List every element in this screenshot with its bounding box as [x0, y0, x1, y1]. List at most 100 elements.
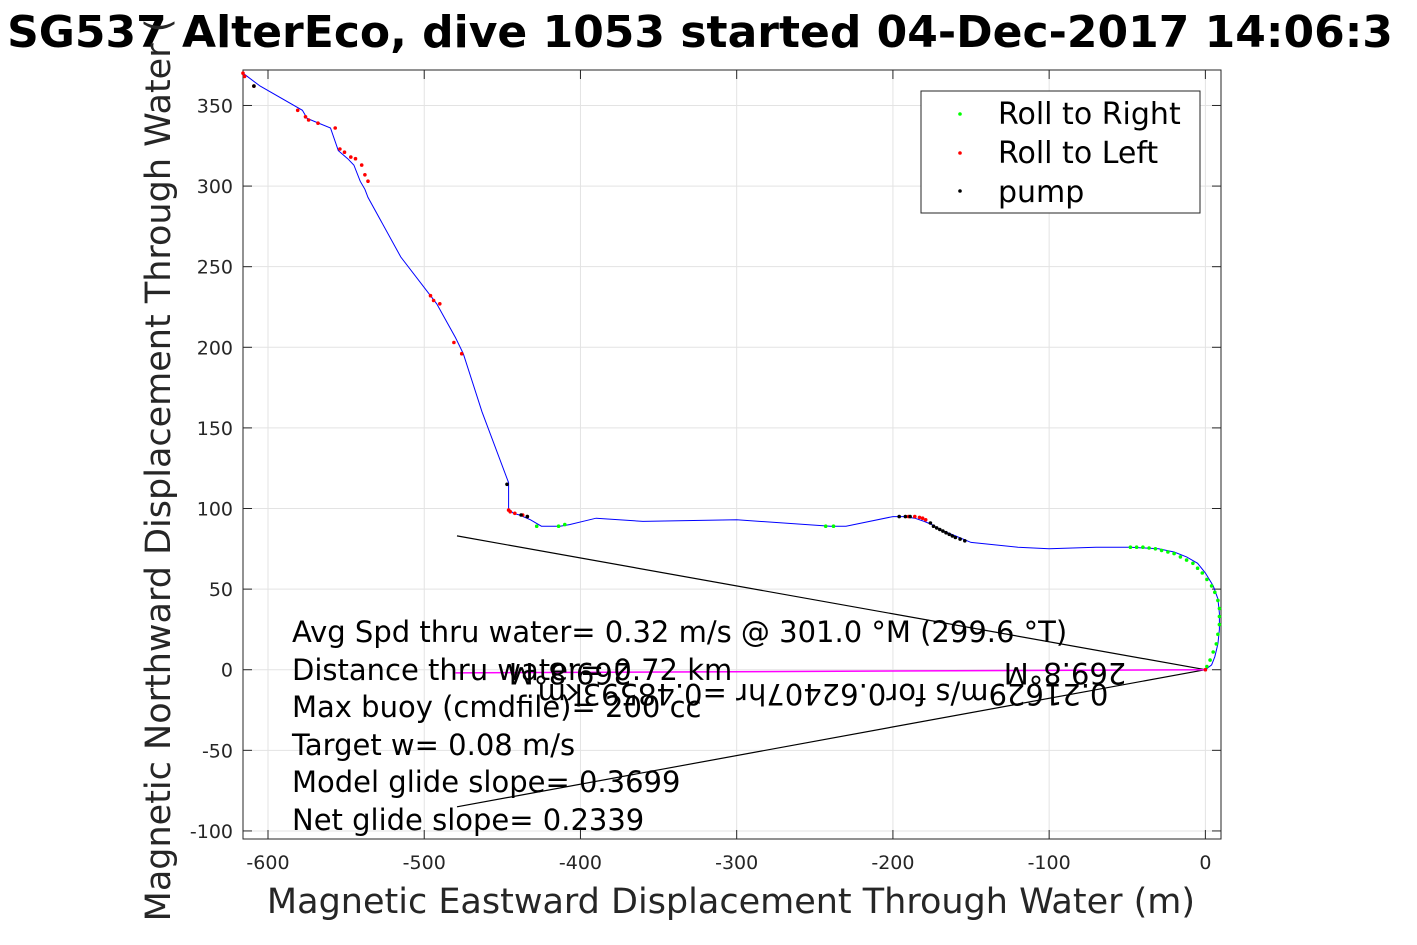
- roll-left-point: [513, 511, 517, 516]
- y-tick-label: 300: [197, 176, 233, 198]
- y-tick-labels: -100 -50 0 50 100 150 200 250 300 350: [190, 95, 233, 842]
- roll-right-point: [1200, 571, 1205, 575]
- roll-left-point: [923, 518, 928, 522]
- roll-right-point: [1205, 577, 1209, 582]
- y-tick-label: 50: [209, 579, 233, 601]
- roll-left-point: [242, 74, 247, 79]
- legend-label-pump: pump: [998, 175, 1084, 210]
- y-tick-label: 250: [197, 257, 233, 279]
- roll-right-point: [1217, 622, 1222, 627]
- pump-point: [252, 84, 256, 88]
- annotation-distance: Distance thru water= 0.72 km: [292, 653, 732, 687]
- flipped-speed-text: 0.21629m/s for0.62407hr =0.48593km: [538, 677, 1109, 711]
- roll-right-point: [1211, 650, 1215, 654]
- roll-left-point: [333, 126, 338, 130]
- roll-left-point: [913, 514, 917, 519]
- pump-point: [958, 537, 962, 541]
- roll-left-point: [920, 516, 925, 520]
- y-tick-label: -50: [202, 740, 233, 762]
- pump-point: [950, 534, 955, 538]
- pump-point: [938, 527, 942, 532]
- roll-right-point: [1216, 598, 1220, 603]
- x-tick-labels: -600 -500 -400 -300 -200 -100 0: [246, 852, 1211, 874]
- roll-right-point: [831, 524, 836, 528]
- x-axis-label: Magnetic Eastward Displacement Through W…: [267, 882, 1195, 922]
- axis-ticks: [243, 70, 1221, 839]
- pump-point: [519, 513, 523, 517]
- plot-area-frame: [242, 69, 1222, 840]
- legend-marker-pump: [958, 189, 962, 193]
- roll-right-point: [1147, 546, 1151, 550]
- roll-right-point: [1191, 561, 1195, 566]
- annotation-avg-speed: Avg Spd thru water= 0.32 m/s @ 301.0 °M …: [292, 615, 1067, 649]
- annotation-model-glide: Model glide slope= 0.3699: [292, 765, 680, 799]
- roll-left-point: [363, 173, 367, 177]
- pump-point: [941, 529, 945, 533]
- y-tick-label: 100: [197, 499, 233, 521]
- roll-left-point: [303, 115, 308, 119]
- y-tick-label: 150: [197, 418, 233, 440]
- roll-left-point: [241, 71, 245, 75]
- pump-point: [934, 526, 939, 530]
- track-line: [242, 72, 1220, 671]
- roll-left-point: [349, 155, 353, 159]
- roll-right-point: [1217, 606, 1222, 611]
- pump-point: [525, 514, 530, 519]
- roll-left-point: [508, 509, 512, 514]
- chart-title: SG537 AlterEco, dive 1053 started 04-Dec…: [7, 7, 1393, 58]
- roll-left-point: [428, 293, 433, 298]
- roll-right-point: [1141, 545, 1145, 549]
- y-tick-label: -100: [190, 821, 233, 843]
- legend-marker-roll-right: [958, 112, 962, 116]
- flipped-annotations: 269.8°M 269.8°M 0.21629m/s for0.62407hr …: [509, 656, 1127, 711]
- roll-left-point: [431, 298, 436, 303]
- pump-point: [908, 514, 912, 519]
- roll-right-point: [1217, 614, 1222, 619]
- pump-point: [903, 514, 908, 519]
- y-tick-label: 0: [221, 660, 233, 682]
- roll-right-point: [563, 522, 567, 527]
- x-tick-label: -400: [559, 852, 602, 874]
- annotation-net-glide: Net glide slope= 0.2339: [292, 803, 644, 837]
- x-tick-label: -600: [246, 852, 289, 874]
- annotation-target-w: Target w= 0.08 m/s: [291, 728, 575, 762]
- roll-right-point: [556, 524, 561, 528]
- x-tick-label: 0: [1199, 852, 1211, 874]
- roll-left-point: [338, 147, 342, 151]
- roll-left-point: [306, 118, 311, 122]
- roll-right-point: [1153, 547, 1158, 551]
- pump-point: [505, 482, 509, 487]
- roll-right-point: [1166, 550, 1170, 554]
- roll-right-point: [1216, 632, 1220, 637]
- roll-right-point: [1134, 545, 1139, 549]
- pump-point: [947, 532, 951, 537]
- guide-line: [456, 535, 1206, 671]
- x-tick-label: -200: [871, 852, 914, 874]
- pump-point: [944, 530, 948, 535]
- roll-left-point: [438, 302, 442, 306]
- roll-right-point: [1172, 551, 1176, 556]
- roll-right-point: [1209, 584, 1214, 588]
- pump-point: [953, 535, 958, 540]
- roll-right-point: [1195, 566, 1200, 570]
- roll-right-point: [1128, 545, 1133, 549]
- flipped-heading-left: 269.8°M: [509, 656, 632, 690]
- y-axis-label: Magnetic Northward Displacement Through …: [139, 19, 179, 922]
- roll-right-point: [1205, 664, 1209, 669]
- roll-left-point: [452, 340, 456, 345]
- annotation-max-buoy: Max buoy (cmdfile)= 200 cc: [292, 690, 701, 724]
- roll-right-point: [1213, 590, 1217, 595]
- roll-right-point: [823, 524, 828, 528]
- legend-box: [920, 90, 1201, 214]
- pump-point: [897, 514, 901, 519]
- pump-point: [928, 521, 933, 525]
- roll-left-point: [316, 121, 320, 125]
- legend: Roll to Right Roll to Left pump: [920, 90, 1201, 214]
- roll-right-point: [534, 524, 539, 528]
- pump-point: [963, 539, 967, 543]
- pump-point: [931, 524, 936, 528]
- roll-left-point: [366, 179, 370, 183]
- legend-marker-roll-left: [958, 151, 962, 155]
- y-tick-label: 200: [197, 337, 233, 359]
